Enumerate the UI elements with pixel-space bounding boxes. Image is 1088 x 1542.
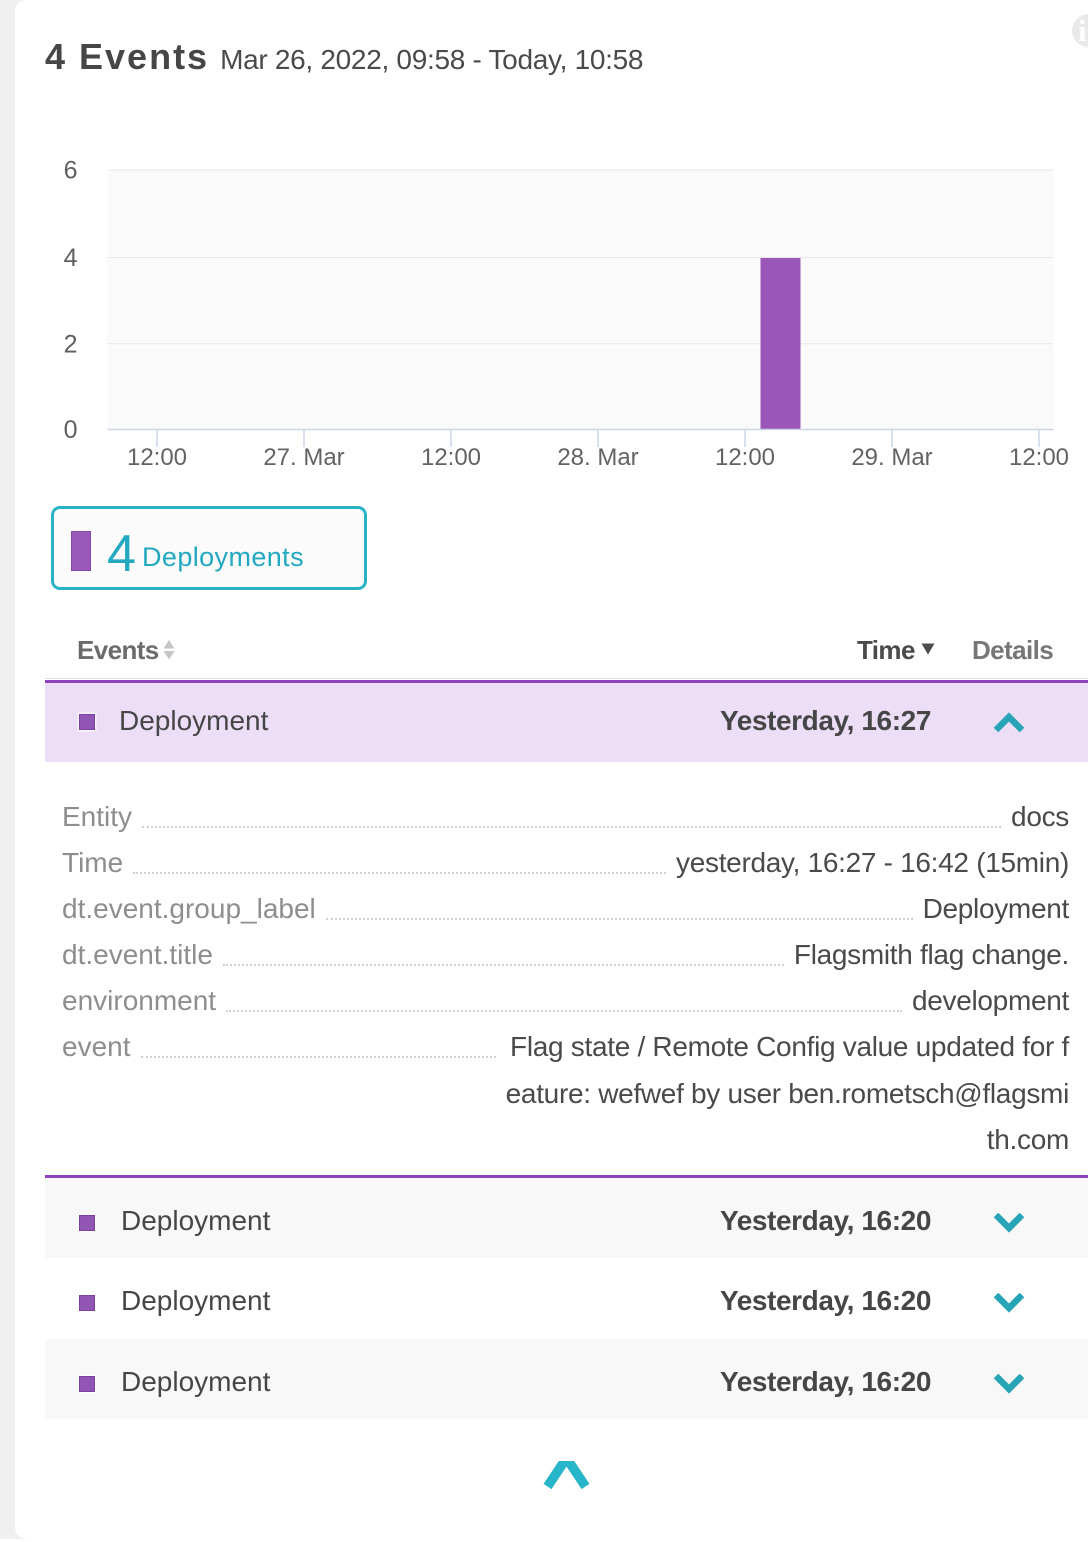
svg-text:12:00: 12:00 — [127, 444, 187, 471]
svg-text:12:00: 12:00 — [1009, 444, 1069, 471]
svg-text:27. Mar: 27. Mar — [263, 444, 344, 471]
svg-text:6: 6 — [64, 157, 78, 185]
svg-text:29. Mar: 29. Mar — [851, 444, 932, 471]
svg-text:2: 2 — [64, 330, 78, 358]
svg-text:28. Mar: 28. Mar — [557, 444, 638, 471]
svg-text:12:00: 12:00 — [421, 444, 481, 471]
svg-text:0: 0 — [64, 416, 78, 444]
svg-text:12:00: 12:00 — [715, 444, 775, 471]
svg-text:4: 4 — [64, 244, 78, 272]
